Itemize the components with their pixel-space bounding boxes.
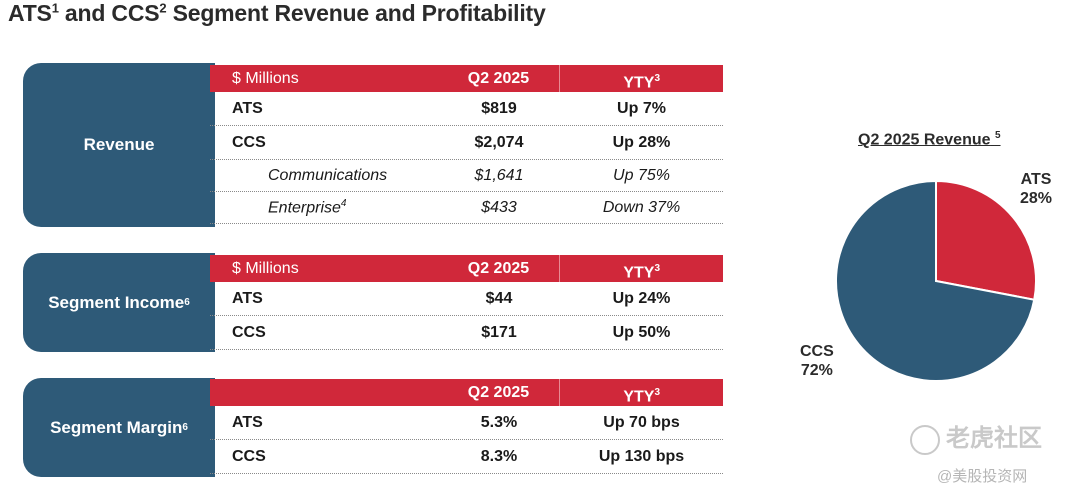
table-row: ATS $819 Up 7%: [210, 92, 723, 126]
pie-slice-ccs: [835, 179, 1036, 382]
header-q2: Q2 2025: [467, 383, 530, 401]
row-yty-value: Up 7%: [617, 99, 666, 117]
section-tab-segment-margin: Segment Margin 6: [23, 378, 215, 477]
watermark-caption: @美股投资网: [937, 468, 1028, 485]
row-q2-value: 5.3%: [480, 413, 518, 431]
table-row: Communications $1,641 Up 75%: [210, 160, 723, 192]
row-q2-value: $1,641: [474, 166, 524, 184]
row-yty-value: Down 37%: [602, 198, 681, 216]
pie-chart-title: Q2 2025 Revenue 5: [858, 130, 1001, 149]
table-row: CCS 8.3% Up 130 bps: [210, 440, 723, 474]
pie-label-ccs: CCS 72%: [800, 342, 834, 380]
header-units: $ Millions: [232, 259, 299, 277]
table-row: ATS $44 Up 24%: [210, 282, 723, 316]
tiger-logo-icon: [910, 424, 940, 455]
revenue-table: $ Millions Q2 2025 YTY3 ATS $819 Up 7% C…: [210, 65, 723, 224]
row-yty-value: Up 70 bps: [603, 413, 680, 431]
header-q2: Q2 2025: [467, 69, 530, 87]
table-row: ATS 5.3% Up 70 bps: [210, 406, 723, 440]
header-yty: YTY3: [559, 255, 723, 282]
table-header: Q2 2025 YTY3: [210, 379, 723, 406]
table-header: $ Millions Q2 2025 YTY3: [210, 65, 723, 92]
row-label: Enterprise4: [268, 197, 347, 217]
row-label: CCS: [232, 447, 266, 465]
row-yty-value: Up 50%: [612, 323, 671, 341]
table-row: CCS $171 Up 50%: [210, 316, 723, 350]
segment-margin-table: Q2 2025 YTY3 ATS 5.3% Up 70 bps CCS 8.3%…: [210, 379, 723, 474]
row-q2-value: 8.3%: [480, 447, 518, 465]
row-yty-value: Up 130 bps: [598, 447, 685, 465]
pie-label-name: CCS: [800, 343, 834, 360]
row-q2-value: $44: [485, 289, 513, 307]
header-yty: YTY3: [559, 65, 723, 92]
row-label: ATS: [232, 289, 263, 307]
row-label: Communications: [268, 166, 388, 184]
pie-label-ats: ATS 28%: [1020, 170, 1052, 208]
section-tab-segment-income: Segment Income 6: [23, 253, 215, 352]
table-row: CCS $2,074 Up 28%: [210, 126, 723, 160]
table-header: $ Millions Q2 2025 YTY3: [210, 255, 723, 282]
pie-slice-ats: [935, 179, 1037, 301]
row-label: CCS: [232, 323, 266, 341]
row-label: ATS: [232, 99, 263, 117]
page-title: ATS1 and CCS2 Segment Revenue and Profit…: [8, 0, 546, 26]
pie-label-value: 72%: [800, 362, 833, 379]
revenue-pie-chart: [835, 179, 1037, 382]
row-q2-value: $2,074: [474, 133, 524, 151]
pie-label-name: ATS: [1020, 171, 1052, 188]
header-yty: YTY3: [559, 379, 723, 406]
row-yty-value: Up 24%: [612, 289, 671, 307]
row-label: CCS: [232, 133, 266, 151]
table-row: Enterprise4 $433 Down 37%: [210, 192, 723, 224]
header-q2: Q2 2025: [467, 259, 530, 277]
row-yty-value: Up 75%: [613, 166, 670, 184]
row-yty-value: Up 28%: [612, 133, 671, 151]
pie-label-value: 28%: [1020, 190, 1053, 207]
header-units: $ Millions: [232, 69, 299, 87]
row-q2-value: $819: [481, 99, 517, 117]
segment-income-table: $ Millions Q2 2025 YTY3 ATS $44 Up 24% C…: [210, 255, 723, 350]
row-label: ATS: [232, 413, 263, 431]
row-q2-value: $171: [481, 323, 517, 341]
section-tab-revenue: Revenue: [23, 63, 215, 227]
row-q2-value: $433: [481, 198, 517, 216]
watermark-logo: 老虎社区: [910, 418, 1042, 455]
